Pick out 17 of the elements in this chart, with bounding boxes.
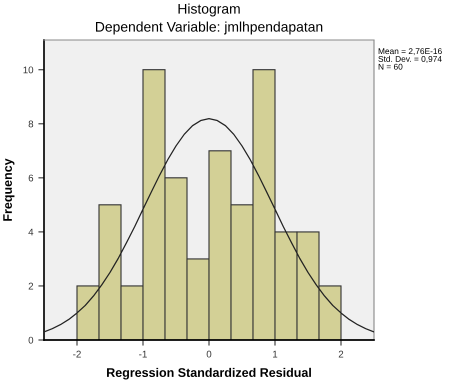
x-tick-label: 0 — [206, 350, 212, 358]
x-axis-title: Regression Standardized Residual — [107, 368, 311, 380]
x-tick-label: 1 — [273, 350, 278, 358]
y-tick-label: 6 — [28, 174, 34, 182]
y-tick-label: 8 — [28, 120, 34, 128]
text: Mean = 2,76E-16 Std. Dev. = 0,974 N = 60 — [378, 48, 442, 70]
chart-subtitle: Dependent Variable: jmlhpendapatan — [96, 22, 322, 34]
y-tick-label: 4 — [28, 228, 34, 236]
x-tick-label: -1 — [139, 350, 147, 358]
y-axis-title: Frequency — [3, 158, 14, 221]
y-tick-label: 10 — [24, 66, 34, 74]
line-series — [44, 118, 374, 333]
x-tick-label: 2 — [338, 350, 344, 358]
y-tick-label: 0 — [28, 336, 34, 344]
x-tick-label: -2 — [73, 350, 81, 358]
chart-title: Histogram — [178, 4, 240, 16]
y-tick-label: 2 — [28, 282, 34, 290]
